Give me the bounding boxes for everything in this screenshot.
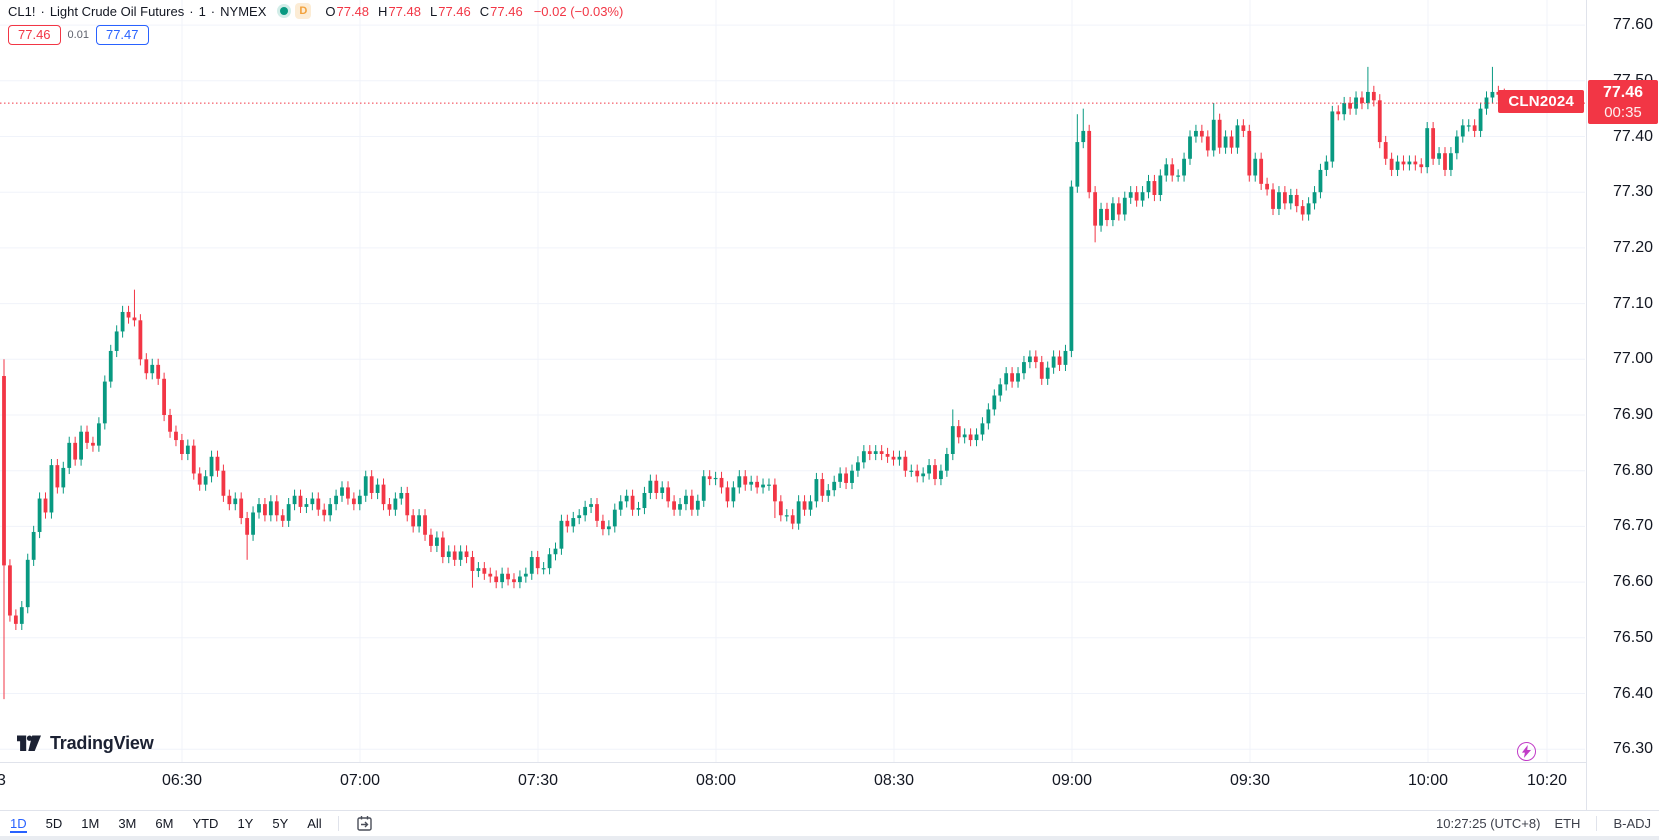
separator: · [40, 3, 45, 19]
time-axis-label: 09:00 [1051, 772, 1093, 789]
time-axis-label: 10:20 [1526, 772, 1568, 789]
symbol-description: Light Crude Oil Futures [49, 3, 185, 19]
time-axis-label: 07:00 [339, 772, 381, 789]
go-to-date-button[interactable] [355, 814, 374, 833]
spread-value: 0.01 [67, 29, 89, 41]
range-button-5Y[interactable]: 5Y [272, 816, 289, 831]
price-axis-label: 77.30 [1612, 183, 1653, 201]
range-button-5D[interactable]: 5D [45, 816, 63, 831]
time-axis-label: 08:00 [695, 772, 737, 789]
price-axis-label: 77.60 [1612, 16, 1653, 34]
time-axis[interactable]: ⚙ 306:3007:0007:3008:0008:3009:0009:3010… [0, 762, 1659, 811]
time-axis-label: 3 [0, 772, 6, 789]
range-button-All[interactable]: All [307, 816, 322, 831]
high-value: 77.48 [388, 3, 421, 19]
toolbar-right-info: 10:27:25 (UTC+8) ETH B-ADJ [1436, 811, 1651, 836]
go-to-date-icon [357, 816, 372, 831]
price-axis-label: 76.30 [1612, 740, 1653, 758]
candles [2, 66, 1507, 700]
ohlc-readout: O77.48 H77.48 L77.46 C77.46 −0.02 (−0.03… [325, 3, 624, 19]
interval-value[interactable]: 1 [198, 3, 206, 19]
time-axis-label: 07:30 [517, 772, 559, 789]
buy-button[interactable]: 77.47 [95, 25, 149, 45]
session-toggle[interactable]: ETH [1554, 816, 1581, 831]
toolbar-divider [337, 816, 339, 831]
time-axis-label: 10:00 [1407, 772, 1449, 789]
price-axis-label: 77.40 [1612, 127, 1653, 145]
symbol-header: CL1! · Light Crude Oil Futures · 1 · NYM… [8, 2, 623, 45]
market-status-icon[interactable] [280, 7, 289, 15]
range-button-1Y[interactable]: 1Y [237, 816, 254, 831]
adjustment-toggle[interactable]: B-ADJ [1613, 816, 1651, 831]
price-axis-label: 77.10 [1612, 294, 1653, 312]
price-axis-label: 76.50 [1612, 628, 1653, 646]
price-axis-label: 77.00 [1612, 350, 1653, 368]
price-axis-label: 76.80 [1612, 461, 1653, 479]
time-axis-label: 06:30 [161, 772, 203, 789]
range-button-3M[interactable]: 3M [118, 816, 137, 831]
close-value: 77.46 [490, 3, 523, 19]
sell-button[interactable]: 77.46 [8, 25, 61, 45]
last-price-axis-label: 77.46 00:35 [1588, 80, 1658, 125]
tradingview-glyph-icon [17, 735, 41, 751]
price-axis-label: 76.60 [1612, 573, 1653, 591]
range-button-1D[interactable]: 1D [10, 815, 27, 833]
separator: · [189, 3, 194, 19]
price-axis-label: 76.40 [1612, 684, 1653, 702]
price-axis-label: 77.20 [1612, 238, 1653, 256]
price-axis[interactable]: 77.46 00:35 77.6077.5077.4077.3077.2077.… [1586, 0, 1659, 810]
window-bottom-strip [0, 836, 1659, 840]
range-button-6M[interactable]: 6M [155, 816, 174, 831]
time-axis-label: 09:30 [1229, 772, 1271, 789]
time-axis-label: 08:30 [873, 772, 915, 789]
bottom-toolbar: 1D 5D 1M 3M 6M YTD 1Y 5Y All 10:27:25 (UTC+8) ET… [0, 810, 1659, 836]
exchange-name: NYMEX [220, 3, 267, 19]
change-value: −0.02 (−0.03%) [533, 3, 624, 19]
flash-boost-icon[interactable] [1517, 742, 1536, 761]
range-button-1M[interactable]: 1M [81, 816, 100, 831]
tradingview-logo-text: TradingView [50, 732, 154, 753]
candlestick-chart[interactable] [0, 0, 1586, 762]
range-button-YTD[interactable]: YTD [192, 816, 219, 831]
date-range-switcher: 1D 5D 1M 3M 6M YTD 1Y 5Y All [10, 815, 322, 833]
bar-countdown: 00:35 [1604, 104, 1642, 122]
toolbar-divider [1596, 816, 1598, 831]
gridlines [0, 0, 1585, 762]
open-value: 77.48 [336, 3, 370, 19]
contract-price-label: CLN2024 [1498, 90, 1584, 114]
last-price-value: 77.46 [1602, 84, 1644, 102]
lightning-bolt-icon [1521, 745, 1532, 758]
delayed-data-icon[interactable]: D [295, 3, 312, 19]
price-axis-label: 76.90 [1612, 406, 1653, 423]
symbol-name[interactable]: CL1! [8, 3, 36, 19]
separator: · [210, 3, 216, 19]
low-value: 77.46 [438, 3, 471, 19]
tradingview-logo[interactable]: TradingView [16, 731, 154, 755]
clock-readout[interactable]: 10:27:25 (UTC+8) [1436, 816, 1541, 831]
price-axis-label: 76.70 [1612, 517, 1653, 535]
